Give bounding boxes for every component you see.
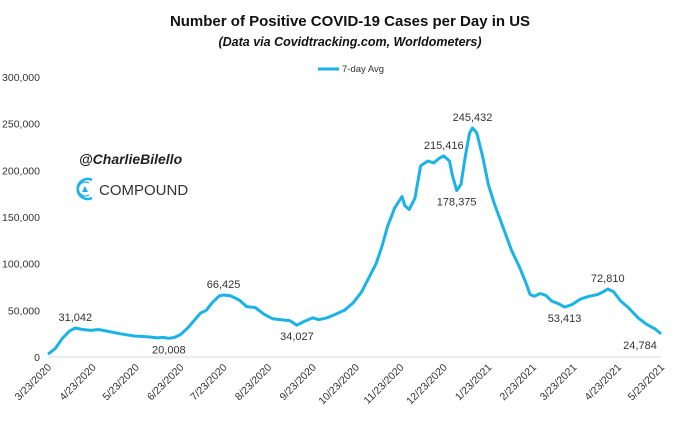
- data-label: 53,413: [548, 313, 582, 325]
- x-tick-label: 6/23/2020: [145, 362, 187, 404]
- x-tick-label: 12/23/2020: [404, 362, 450, 408]
- x-tick-label: 3/23/2021: [538, 362, 580, 404]
- data-label: 178,375: [437, 197, 477, 209]
- legend: 7-day Avg: [318, 64, 384, 75]
- x-tick-label: 4/23/2021: [582, 362, 624, 404]
- series-line-7-day-avg: [47, 126, 662, 356]
- x-tick-label: 10/23/2020: [316, 362, 362, 408]
- x-tick-label: 5/23/2021: [626, 362, 668, 404]
- y-tick-label: 100,000: [2, 259, 40, 271]
- data-label: 245,432: [453, 112, 493, 124]
- y-axis: 0 50,000 100,000 150,000 200,000 250,000 300,0…: [2, 72, 40, 364]
- x-tick-label: 5/23/2020: [100, 362, 142, 404]
- data-label: 31,042: [59, 312, 93, 324]
- data-label: 66,425: [207, 279, 241, 291]
- x-tick-label: 8/23/2020: [233, 362, 275, 404]
- x-tick-label: 9/23/2020: [277, 362, 319, 404]
- data-label: 24,784: [623, 340, 657, 352]
- chart-title: Number of Positive COVID-19 Cases per Da…: [170, 13, 530, 30]
- x-tick-label: 3/23/2020: [13, 362, 55, 404]
- data-label: 20,008: [152, 344, 186, 356]
- x-tick-label: 4/23/2020: [57, 362, 99, 404]
- data-label: 215,416: [424, 140, 464, 152]
- x-tick-label: 1/23/2021: [453, 362, 495, 404]
- watermark: @CharlieBilello COMPOUND: [76, 151, 188, 201]
- watermark-handle: @CharlieBilello: [79, 151, 183, 167]
- chart-subtitle: (Data via Covidtracking.com, Worldometer…: [218, 35, 481, 49]
- x-axis: 3/23/2020 4/23/2020 5/23/2020 6/23/2020 7/23…: [13, 362, 668, 408]
- data-label: 72,810: [591, 273, 625, 285]
- y-tick-label: 250,000: [2, 119, 40, 131]
- y-tick-label: 300,000: [2, 72, 40, 84]
- annotations: 31,042 20,008 66,425 34,027 215,416 178,375 24…: [59, 112, 657, 356]
- y-tick-label: 150,000: [2, 212, 40, 224]
- compound-logo-icon: [76, 177, 93, 201]
- data-label: 34,027: [280, 331, 314, 343]
- watermark-brand: COMPOUND: [99, 182, 188, 199]
- x-tick-label: 7/23/2020: [188, 362, 230, 404]
- x-tick-label: 2/23/2021: [498, 362, 540, 404]
- y-tick-label: 0: [34, 352, 40, 364]
- y-tick-label: 50,000: [8, 305, 40, 317]
- legend-label: 7-day Avg: [342, 64, 384, 75]
- x-tick-label: 11/23/2020: [362, 362, 407, 407]
- y-tick-label: 200,000: [2, 165, 40, 177]
